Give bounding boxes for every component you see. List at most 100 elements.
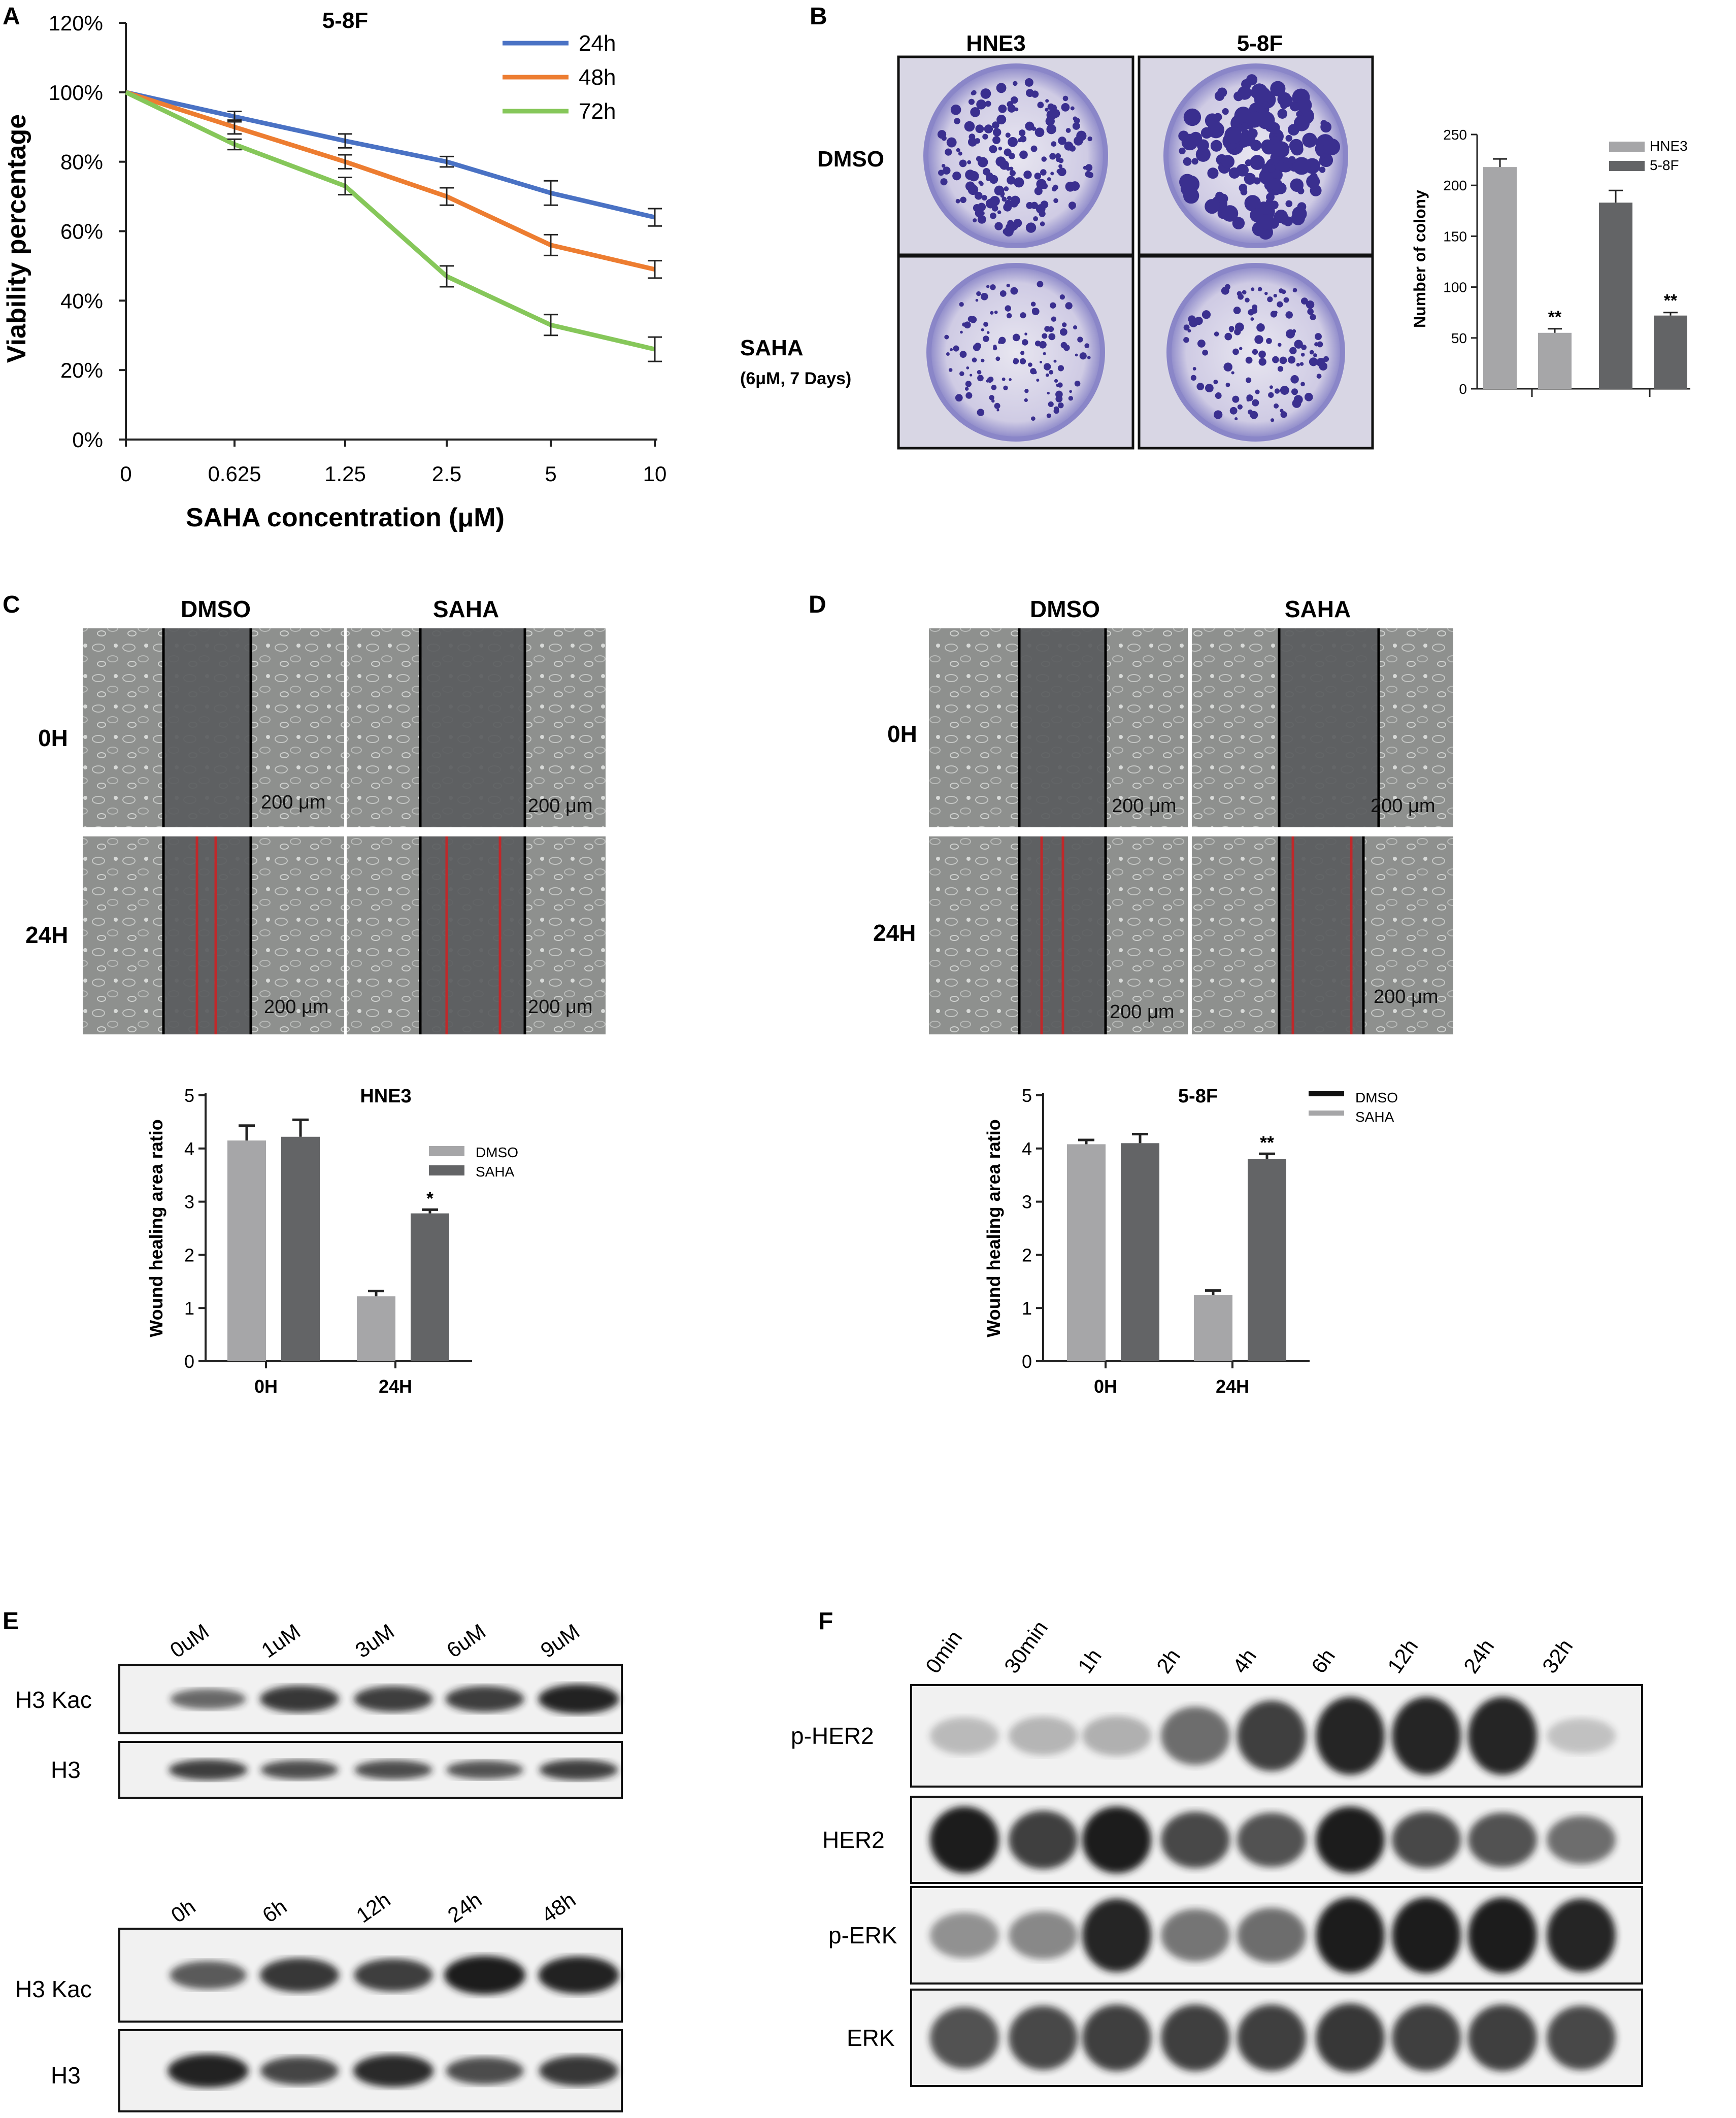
colony-dot bbox=[1233, 91, 1244, 102]
colony-dot bbox=[1049, 369, 1054, 375]
scale-bar-label: 200 μm bbox=[261, 792, 326, 813]
panel-c-col-saha: SAHA bbox=[433, 596, 499, 622]
colony-dot bbox=[965, 381, 972, 387]
blot-band bbox=[538, 1956, 619, 1994]
colony-dot bbox=[1009, 170, 1016, 177]
blot-band bbox=[1237, 1812, 1306, 1867]
wound-gap bbox=[420, 628, 525, 827]
colony-dot bbox=[1309, 357, 1318, 366]
colony-dot bbox=[1270, 311, 1278, 318]
colony-dot bbox=[1053, 198, 1058, 204]
colony-dot bbox=[1274, 209, 1288, 223]
blot-band bbox=[1316, 1697, 1385, 1775]
legend-label: 48h bbox=[579, 65, 616, 90]
colony-dot bbox=[990, 212, 996, 219]
colony-dot bbox=[1034, 340, 1041, 347]
colony-dot bbox=[1277, 301, 1283, 308]
colony-dot bbox=[1037, 102, 1044, 109]
colony-dot bbox=[1234, 322, 1244, 332]
colony-dot bbox=[1246, 394, 1253, 401]
colony-dot bbox=[1020, 351, 1025, 355]
colony-dot bbox=[1270, 418, 1275, 422]
colony-dot bbox=[989, 395, 994, 400]
colony-dot bbox=[954, 118, 960, 124]
blot-band bbox=[260, 2057, 339, 2085]
colony-dot bbox=[946, 352, 950, 356]
colony-dot bbox=[1274, 141, 1290, 157]
colony-dot bbox=[1231, 371, 1234, 375]
colony-dot bbox=[1264, 291, 1268, 295]
lane-label: 48h bbox=[537, 1888, 580, 1928]
colony-dot bbox=[1013, 358, 1019, 364]
colony-dot bbox=[1320, 121, 1332, 133]
chart-b-bars: ** ** bbox=[1483, 158, 1687, 389]
lane-label: 6h bbox=[258, 1894, 291, 1927]
colony-dot bbox=[1250, 317, 1254, 321]
colony-dot bbox=[987, 377, 993, 383]
colony-dot bbox=[984, 124, 993, 133]
colony-dot bbox=[959, 371, 964, 377]
colony-dot bbox=[953, 345, 959, 352]
colony-dot bbox=[1280, 386, 1289, 395]
colony-dot bbox=[1272, 356, 1279, 363]
culture-well bbox=[923, 63, 1108, 248]
colony-dot bbox=[1248, 309, 1254, 316]
y-tick-label: 200 bbox=[1443, 178, 1467, 193]
colony-dot bbox=[1228, 167, 1240, 179]
colony-dot bbox=[992, 128, 1001, 137]
panel-d-col-dmso: DMSO bbox=[1030, 596, 1100, 622]
colony-dot bbox=[1043, 352, 1046, 355]
legend-label: SAHA bbox=[476, 1164, 515, 1180]
x-tick-label: 2.5 bbox=[432, 462, 461, 486]
colony-dot bbox=[977, 375, 984, 382]
colony-dot bbox=[1020, 312, 1026, 319]
colony-dot bbox=[946, 137, 957, 148]
colony-dot bbox=[1279, 94, 1293, 108]
legend-label: 72h bbox=[579, 99, 616, 124]
significance-mark: ** bbox=[1260, 1132, 1274, 1153]
lane-label: 0uM bbox=[165, 1619, 213, 1662]
panel-b-row-dmso: DMSO bbox=[817, 147, 884, 172]
colony-dot bbox=[1028, 202, 1032, 206]
scale-bar-label: 200 μm bbox=[1371, 795, 1435, 817]
panel-b-row-saha: SAHA bbox=[740, 335, 804, 360]
colony-dot bbox=[1085, 171, 1092, 178]
colony-dot bbox=[1042, 333, 1048, 339]
colony-dot bbox=[1053, 184, 1058, 190]
colony-dot bbox=[1004, 148, 1012, 156]
colony-dot bbox=[1074, 380, 1081, 387]
lane-label: 3uM bbox=[351, 1619, 398, 1662]
blot-band bbox=[539, 1759, 618, 1780]
colony-dot bbox=[1229, 407, 1238, 415]
y-tick-label: 3 bbox=[184, 1192, 194, 1213]
colony-dot bbox=[1223, 362, 1232, 372]
colony-dot bbox=[999, 290, 1007, 297]
colony-dot bbox=[1293, 102, 1300, 110]
blot-band bbox=[445, 1686, 524, 1712]
colony-dot bbox=[1196, 383, 1205, 390]
colony-dot bbox=[1315, 333, 1322, 341]
colony-dot bbox=[1317, 341, 1323, 348]
colony-dot bbox=[1222, 108, 1229, 115]
x-tick-label: 0H bbox=[1094, 1376, 1117, 1397]
colony-dot bbox=[1057, 382, 1063, 388]
bar bbox=[1067, 1144, 1106, 1361]
colony-dot bbox=[1183, 187, 1199, 204]
x-tick-label: 24H bbox=[379, 1376, 412, 1397]
colony-dot bbox=[1006, 313, 1012, 319]
colony-dot bbox=[986, 331, 990, 334]
colony-dot bbox=[1201, 310, 1211, 319]
colony-dot bbox=[1047, 177, 1051, 181]
colony-dot bbox=[1267, 164, 1276, 173]
y-axis-label: Wound healing area ratio bbox=[146, 1119, 166, 1337]
colony-dot bbox=[960, 196, 966, 204]
colony-dot bbox=[960, 330, 963, 334]
colony-dot bbox=[978, 157, 988, 167]
colony-dot bbox=[959, 301, 964, 307]
blot-band bbox=[1161, 2004, 1230, 2071]
colony-dot bbox=[944, 334, 949, 340]
colony-dot bbox=[991, 385, 997, 390]
colony-dot bbox=[1302, 132, 1317, 148]
colony-dot bbox=[1194, 317, 1203, 325]
